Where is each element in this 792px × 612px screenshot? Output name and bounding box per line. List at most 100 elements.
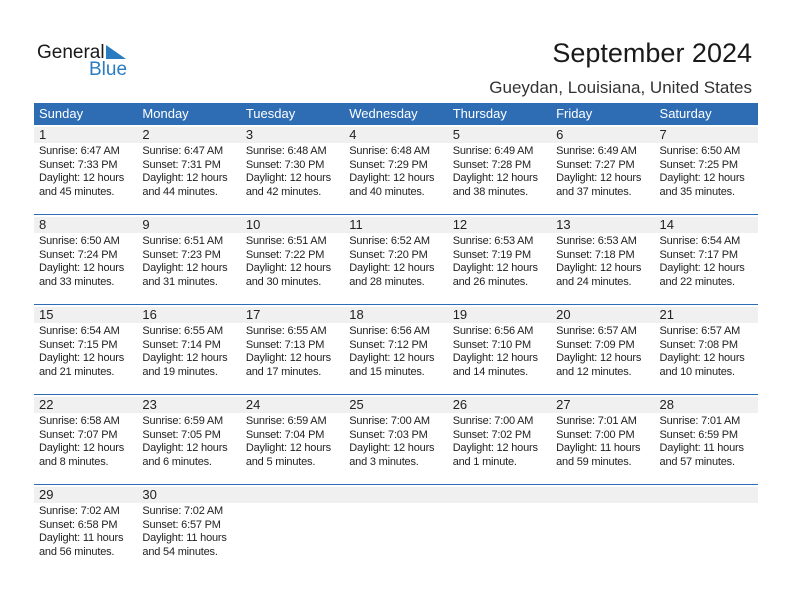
day-number: 21 (659, 307, 674, 322)
daylight-minutes-text: and 42 minutes. (245, 185, 322, 198)
sunset-text: Sunset: 7:02 PM (452, 428, 532, 441)
daylight-text: Daylight: 12 hours (556, 172, 642, 184)
daylight-text: Daylight: 12 hours (452, 172, 538, 184)
daylight-minutes-text: and 3 minutes. (349, 455, 419, 468)
daylight-text: Daylight: 11 hours (142, 532, 227, 544)
sunset-text: Sunset: 7:23 PM (142, 248, 221, 261)
day-cell: 19 Sunrise: 6:56 AM Sunset: 7:10 PM Dayligh… (448, 305, 551, 379)
day-cell: 26 Sunrise: 7:00 AM Sunset: 7:02 PM Dayligh… (448, 395, 551, 469)
day-number: 15 (39, 307, 54, 322)
sunrise-text: Sunrise: 7:02 AM (142, 505, 223, 517)
sunrise-text: Sunrise: 6:57 AM (659, 325, 741, 337)
day-number: 7 (659, 127, 667, 142)
day-cell: 2 Sunrise: 6:47 AM Sunset: 7:31 PM Daylight… (137, 125, 240, 199)
daylight-minutes-text: and 40 minutes. (349, 185, 425, 198)
day-number: 16 (142, 307, 157, 322)
day-number: 10 (245, 217, 261, 232)
week-row: 8 Sunrise: 6:50 AM Sunset: 7:24 PM Daylight… (34, 215, 758, 305)
sunset-text: Sunset: 7:05 PM (142, 428, 221, 441)
logo-text-general: General (37, 42, 105, 63)
weekday-monday: Monday (142, 106, 189, 121)
sunrise-text: Sunrise: 7:01 AM (659, 415, 741, 427)
day-number: 14 (659, 217, 674, 232)
day-number: 23 (142, 397, 157, 412)
day-cell: 15 Sunrise: 6:54 AM Sunset: 7:15 PM Dayligh… (34, 305, 137, 379)
daylight-text: Daylight: 11 hours (39, 532, 124, 544)
day-cell: 27 Sunrise: 7:01 AM Sunset: 7:00 PM Dayligh… (551, 395, 654, 469)
day-number: 30 (142, 487, 157, 502)
daylight-minutes-text: and 19 minutes. (142, 365, 218, 378)
daylight-minutes-text: and 33 minutes. (39, 275, 115, 288)
sunrise-text: Sunrise: 6:49 AM (556, 145, 637, 157)
sunrise-text: Sunrise: 6:54 AM (39, 325, 120, 337)
week-row: 22 Sunrise: 6:58 AM Sunset: 7:07 PM Dayligh… (34, 395, 758, 485)
sunset-text: Sunset: 7:19 PM (452, 248, 532, 261)
day-cell: 12 Sunrise: 6:53 AM Sunset: 7:19 PM Dayligh… (448, 215, 551, 289)
daylight-text: Daylight: 12 hours (556, 352, 642, 364)
daylight-minutes-text: and 22 minutes. (659, 275, 735, 288)
sunrise-text: Sunrise: 6:53 AM (556, 235, 637, 247)
daylight-text: Daylight: 12 hours (142, 352, 228, 364)
daylight-text: Daylight: 12 hours (349, 262, 435, 274)
day-cell: 3 Sunrise: 6:48 AM Sunset: 7:30 PM Daylight… (241, 125, 344, 199)
daylight-text: Daylight: 12 hours (245, 352, 331, 364)
sunrise-text: Sunrise: 6:55 AM (142, 325, 223, 337)
day-number: 9 (142, 217, 150, 232)
sunset-text: Sunset: 7:14 PM (142, 338, 221, 351)
sunset-text: Sunset: 7:09 PM (556, 338, 635, 351)
day-cell: 1 Sunrise: 6:47 AM Sunset: 7:33 PM Daylight… (34, 125, 137, 199)
daylight-text: Daylight: 12 hours (39, 352, 125, 364)
day-number: 22 (39, 397, 54, 412)
date-bar (34, 127, 758, 143)
week-row: 15 Sunrise: 6:54 AM Sunset: 7:15 PM Dayligh… (34, 305, 758, 395)
day-cell: 7 Sunrise: 6:50 AM Sunset: 7:25 PM Daylight… (655, 125, 758, 199)
daylight-text: Daylight: 12 hours (349, 172, 435, 184)
daylight-text: Daylight: 12 hours (659, 352, 745, 364)
daylight-minutes-text: and 15 minutes. (349, 365, 425, 378)
logo-triangle-icon (106, 45, 126, 59)
daylight-minutes-text: and 10 minutes. (659, 365, 735, 378)
sunrise-text: Sunrise: 7:01 AM (556, 415, 637, 427)
weekday-saturday: Saturday (659, 106, 712, 121)
day-number: 4 (349, 127, 357, 142)
day-cell: 5 Sunrise: 6:49 AM Sunset: 7:28 PM Daylight… (448, 125, 551, 199)
day-cell: 18 Sunrise: 6:56 AM Sunset: 7:12 PM Dayligh… (344, 305, 447, 379)
calendar-grid: Sunday Monday Tuesday Wednesday Thursday Frid… (34, 103, 758, 575)
day-cell: 17 Sunrise: 6:55 AM Sunset: 7:13 PM Dayligh… (241, 305, 344, 379)
day-number: 13 (556, 217, 571, 232)
sunrise-text: Sunrise: 6:47 AM (39, 145, 120, 157)
sunrise-text: Sunrise: 6:54 AM (659, 235, 741, 247)
day-cell: 8 Sunrise: 6:50 AM Sunset: 7:24 PM Daylight… (34, 215, 137, 289)
day-number: 29 (39, 487, 54, 502)
sunrise-text: Sunrise: 6:53 AM (452, 235, 534, 247)
daylight-minutes-text: and 6 minutes. (142, 455, 212, 468)
sunrise-text: Sunrise: 6:59 AM (142, 415, 223, 427)
daylight-text: Daylight: 12 hours (349, 442, 435, 454)
sunrise-text: Sunrise: 6:49 AM (452, 145, 534, 157)
daylight-minutes-text: and 8 minutes. (39, 455, 109, 468)
day-number: 19 (452, 307, 468, 322)
weekday-tuesday: Tuesday (245, 106, 296, 121)
sunset-text: Sunset: 7:24 PM (39, 248, 118, 261)
day-cell: 24 Sunrise: 6:59 AM Sunset: 7:04 PM Dayligh… (241, 395, 344, 469)
daylight-text: Daylight: 12 hours (142, 262, 228, 274)
daylight-text: Daylight: 12 hours (349, 352, 435, 364)
day-number: 25 (349, 397, 364, 412)
daylight-minutes-text: and 17 minutes. (245, 365, 322, 378)
sunrise-text: Sunrise: 6:56 AM (349, 325, 430, 337)
daylight-text: Daylight: 11 hours (659, 442, 744, 454)
day-number: 27 (556, 397, 571, 412)
sunrise-text: Sunrise: 6:51 AM (142, 235, 223, 247)
sunrise-text: Sunrise: 6:48 AM (349, 145, 430, 157)
sunset-text: Sunset: 7:27 PM (556, 158, 635, 171)
sunset-text: Sunset: 7:17 PM (659, 248, 739, 261)
day-cell: 10 Sunrise: 6:51 AM Sunset: 7:22 PM Dayligh… (241, 215, 344, 289)
daylight-minutes-text: and 24 minutes. (556, 275, 632, 288)
weekday-thursday: Thursday (452, 106, 507, 121)
daylight-minutes-text: and 1 minute. (452, 455, 517, 468)
daylight-minutes-text: and 5 minutes. (245, 455, 316, 468)
daylight-minutes-text: and 31 minutes. (142, 275, 218, 288)
daylight-text: Daylight: 12 hours (39, 262, 125, 274)
daylight-text: Daylight: 12 hours (452, 352, 538, 364)
date-bar (34, 307, 758, 323)
